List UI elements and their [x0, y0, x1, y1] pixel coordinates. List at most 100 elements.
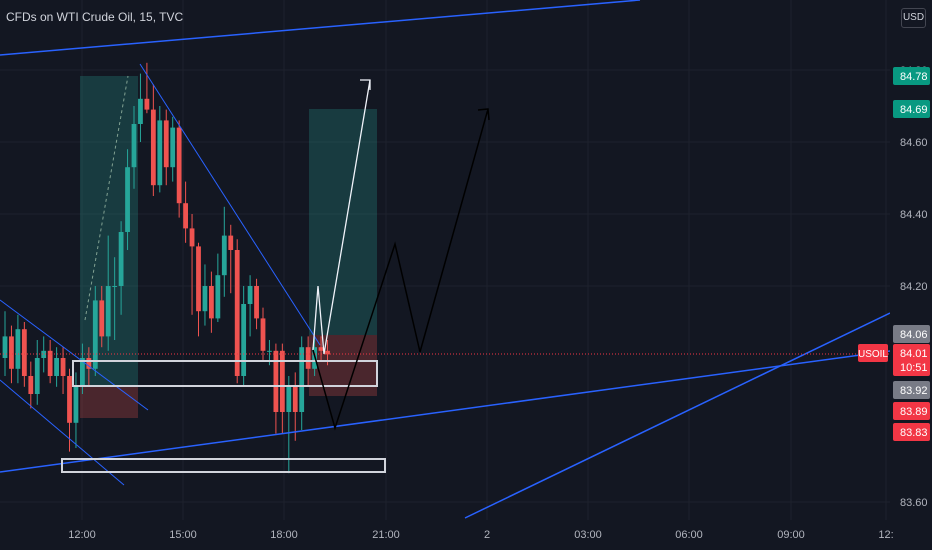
candle-body [54, 358, 59, 376]
price-label-tag [893, 402, 930, 420]
trendline-channel-top [0, 299, 149, 411]
price-tick-label: 84.20 [900, 281, 928, 293]
candle-body [299, 347, 305, 412]
symbol-tag [858, 344, 888, 362]
candle-body [189, 228, 195, 247]
candle-body [118, 232, 124, 286]
candle-body [202, 286, 208, 312]
projection-path-white [312, 79, 371, 355]
candle-body [163, 120, 169, 168]
candle-body [325, 350, 330, 355]
time-axis [0, 520, 932, 550]
time-tick-label: 2 [484, 529, 490, 541]
long-stop-zone [80, 386, 138, 418]
chart-grid [0, 0, 890, 520]
time-tick-label: 09:00 [777, 529, 805, 541]
candle-body [131, 124, 137, 168]
candle-body [138, 98, 143, 124]
price-label-value: 84.01 [900, 348, 928, 360]
candle-body [99, 300, 105, 337]
price-label-tag [893, 100, 930, 118]
candle-body [305, 347, 311, 369]
candle-body [60, 358, 66, 376]
candle-body [286, 386, 292, 412]
time-tick-label: 12: [878, 529, 893, 541]
currency-button[interactable]: USD [901, 8, 926, 28]
price-label-value: 84.78 [900, 71, 928, 83]
candle-body [215, 275, 221, 319]
candle-body [247, 286, 253, 304]
zone-box-support [61, 458, 386, 473]
chart-title: CFDs on WTI Crude Oil, 15, TVC [6, 10, 184, 24]
trendline-rising [464, 312, 891, 519]
candle-body [28, 376, 34, 394]
candle-body [21, 329, 27, 376]
price-label-tag [893, 344, 930, 376]
candle-body [292, 386, 298, 412]
candle-body [254, 286, 259, 319]
candle-body [267, 350, 272, 352]
candle-body [112, 286, 118, 287]
symbol-label: USOIL [858, 349, 888, 360]
price-label-tag [893, 325, 930, 343]
time-tick-label: 18:00 [270, 529, 298, 541]
candle-body [9, 336, 14, 369]
price-label-value: 84.06 [900, 329, 928, 341]
price-label-value: 83.92 [900, 385, 928, 397]
candle-body [241, 304, 247, 376]
candles [2, 62, 330, 474]
time-tick-label: 03:00 [574, 529, 602, 541]
price-countdown: 10:51 [900, 362, 928, 374]
candle-body [150, 109, 156, 186]
price-label-value: 83.83 [900, 427, 928, 439]
candle-body [279, 350, 285, 412]
arrowhead-black [477, 108, 490, 121]
trendline-descending [139, 63, 321, 346]
time-tick-label: 12:00 [68, 529, 96, 541]
candle-body [260, 318, 266, 351]
candle-body [157, 120, 163, 186]
candle-body [318, 347, 324, 351]
price-axis [890, 0, 932, 550]
candle-body [234, 250, 240, 376]
time-tick-label: 06:00 [675, 529, 703, 541]
candle-body [221, 235, 227, 276]
arrowhead-white [360, 79, 371, 90]
trendline-support [0, 350, 891, 473]
candle-body [2, 336, 8, 358]
candle-body [73, 386, 79, 423]
price-tick-label: 84.40 [900, 209, 928, 221]
candle-body [86, 358, 92, 369]
candle-body [105, 286, 111, 337]
price-label-value: 83.89 [900, 406, 928, 418]
trendline-upper [0, 0, 641, 56]
candle-body [144, 98, 150, 110]
candle-body [41, 350, 47, 358]
candle-body [196, 246, 201, 312]
price-label-tag [893, 423, 930, 441]
time-tick-label: 21:00 [372, 529, 400, 541]
candle-body [170, 127, 176, 168]
price-label-tag [893, 67, 930, 85]
trendline-channel-bottom [0, 379, 125, 486]
candle-body [47, 350, 53, 376]
price-label-tag [893, 381, 930, 399]
candle-body [92, 300, 98, 369]
zone-box-resistance [72, 360, 378, 387]
candle-body [209, 286, 214, 319]
candle-body [273, 350, 279, 412]
long-profit-zone-2 [309, 109, 377, 335]
price-tick-label: 84.60 [900, 137, 928, 149]
projection-dashed [84, 75, 129, 321]
candle-body [228, 235, 234, 250]
candle-body [176, 127, 182, 204]
projection-path-black [312, 108, 489, 431]
candle-body [34, 358, 40, 394]
candle-body [15, 329, 21, 369]
candle-body [183, 203, 188, 229]
candle-body [80, 358, 85, 387]
candle-body [125, 167, 130, 232]
candle-body [67, 376, 72, 423]
